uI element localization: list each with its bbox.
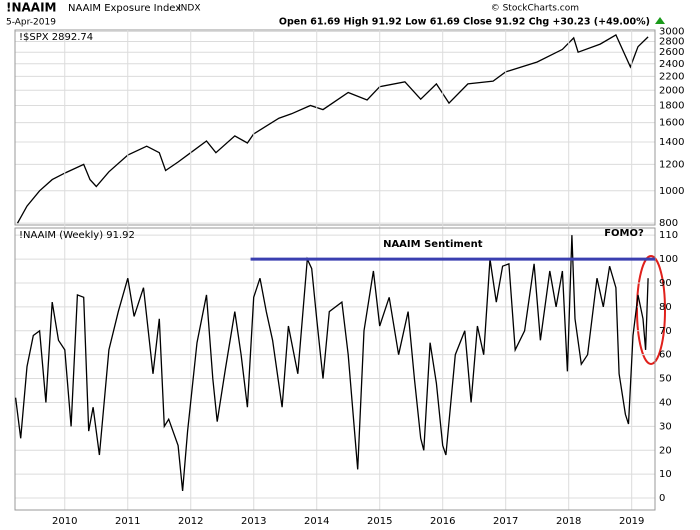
up-arrow xyxy=(655,17,665,24)
y-tick-label: 30 xyxy=(659,421,672,432)
annotation: FOMO? xyxy=(604,228,644,239)
x-tick-label: 2016 xyxy=(430,516,455,527)
y-tick-label: 110 xyxy=(659,230,678,241)
date: 5-Apr-2019 xyxy=(6,18,56,28)
highlight-ellipse xyxy=(636,255,666,365)
panel-frame xyxy=(14,227,656,511)
y-tick-label: 2200 xyxy=(659,71,684,82)
panel-frame xyxy=(14,29,656,226)
exchange: INDX xyxy=(178,4,200,14)
x-tick-label: 2015 xyxy=(367,516,392,527)
y-tick-label: 90 xyxy=(659,278,672,289)
y-tick-label: 100 xyxy=(659,254,678,265)
y-tick-label: 70 xyxy=(659,326,672,337)
y-tick-label: 800 xyxy=(659,218,678,229)
x-tick-label: 2019 xyxy=(619,516,644,527)
legend-entry: !NAAIM (Weekly) 91.92 xyxy=(19,230,135,241)
y-tick-label: 80 xyxy=(659,302,672,313)
reference-label: NAAIM Sentiment xyxy=(383,239,483,250)
y-tick-label: 60 xyxy=(659,350,672,361)
symbol: !NAAIM xyxy=(6,1,57,15)
legend-entry: !$SPX 2892.74 xyxy=(19,32,93,43)
y-tick-label: 1400 xyxy=(659,137,684,148)
y-tick-label: 40 xyxy=(659,397,672,408)
y-tick-label: 1200 xyxy=(659,159,684,170)
y-tick-label: 1600 xyxy=(659,118,684,129)
y-tick-label: 0 xyxy=(659,493,665,504)
x-tick-label: 2017 xyxy=(493,516,518,527)
source: © StockCharts.com xyxy=(491,4,579,14)
y-tick-label: 20 xyxy=(659,445,672,456)
x-tick-label: 2011 xyxy=(115,516,140,527)
y-tick-label: 1000 xyxy=(659,186,684,197)
y-tick-label: 2000 xyxy=(659,85,684,96)
y-tick-label: 1800 xyxy=(659,101,684,112)
quote: Open 61.69 High 91.92 Low 61.69 Close 91… xyxy=(279,17,650,28)
series-line xyxy=(14,235,649,491)
y-tick-label: 3000 xyxy=(659,26,684,37)
y-tick-label: 10 xyxy=(659,469,672,480)
x-tick-label: 2014 xyxy=(304,516,329,527)
y-tick-label: 2400 xyxy=(659,59,684,70)
y-tick-label: 2600 xyxy=(659,47,684,58)
index-name: NAAIM Exposure Index xyxy=(68,3,181,14)
y-tick-label: 50 xyxy=(659,374,672,385)
x-tick-label: 2010 xyxy=(52,516,77,527)
series-line xyxy=(16,33,649,224)
x-tick-label: 2012 xyxy=(178,516,203,527)
x-tick-label: 2018 xyxy=(556,516,581,527)
y-tick-label: 2800 xyxy=(659,36,684,47)
x-tick-label: 2013 xyxy=(241,516,266,527)
